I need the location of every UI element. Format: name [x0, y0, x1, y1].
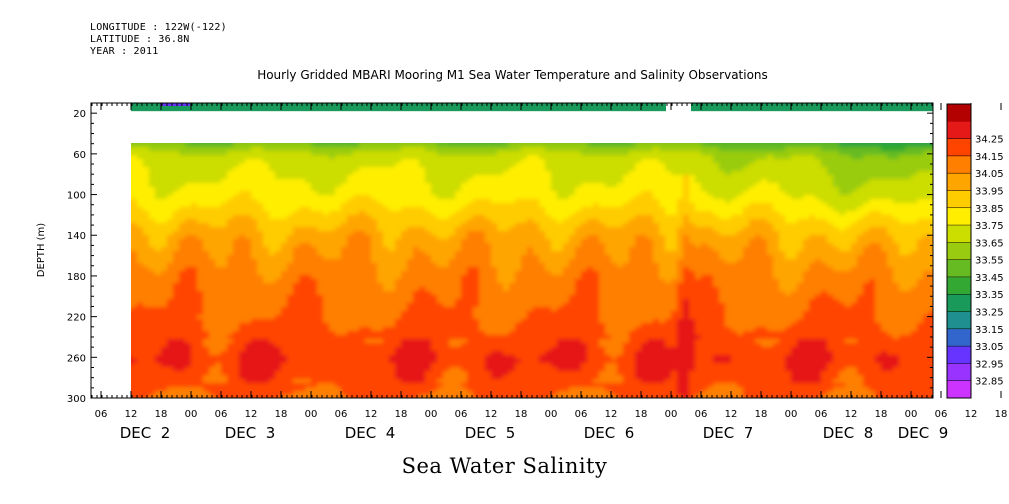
colorbar-swatch — [947, 328, 971, 347]
x-tick-label: 12 — [245, 409, 258, 420]
surface-band — [131, 103, 933, 112]
x-day-label: DEC 8 — [823, 424, 874, 442]
surface-band-segment — [131, 103, 666, 112]
colorbar-swatch — [947, 138, 971, 157]
colorbar-label: 33.05 — [975, 342, 1004, 353]
x-day-label: DEC 9 — [898, 424, 949, 442]
x-tick-label: 12 — [845, 409, 858, 420]
x-day-label: DEC 6 — [584, 424, 635, 442]
colorbar-label: 33.55 — [975, 256, 1004, 267]
x-tick-label: 06 — [95, 409, 108, 420]
y-tick-label: 100 — [67, 191, 86, 202]
x-tick-label: 18 — [635, 409, 648, 420]
colorbar-swatch — [947, 294, 971, 312]
x-tick-label: 18 — [875, 409, 888, 420]
salinity-field — [131, 143, 933, 398]
y-tick-label: 180 — [67, 272, 86, 283]
x-tick-label: 12 — [605, 409, 618, 420]
colorbar-swatch — [947, 346, 971, 364]
x-tick-label: 18 — [275, 409, 288, 420]
x-axis: 06 12 18 00 06 12 18 00 06 12 18 00 06 12 18 00 06 12 18 00… — [91, 103, 1008, 442]
colorbar-label: 34.25 — [975, 135, 1004, 146]
y-tick-label: 140 — [67, 231, 86, 242]
x-day-label: DEC 2 — [120, 424, 171, 442]
colorbar: 32.85 32.95 33.05 33.15 33.25 33.35 33.45 33.55… — [946, 103, 1004, 399]
colorbar-label: 33.35 — [975, 290, 1004, 301]
x-tick-label: 18 — [515, 409, 528, 420]
x-tick-label: 06 — [935, 409, 948, 420]
x-tick-label: 06 — [215, 409, 228, 420]
colorbar-label: 33.25 — [975, 308, 1004, 319]
y-axis: 20 60 100 140 180 220 260 300 — [67, 102, 933, 405]
colorbar-label: 33.75 — [975, 221, 1004, 232]
colorbar-swatch — [947, 190, 971, 209]
y-tick-label: 220 — [67, 313, 86, 324]
colorbar-swatch — [947, 242, 971, 261]
colorbar-swatch — [947, 155, 971, 174]
x-tick-label: 18 — [155, 409, 168, 420]
x-tick-label: 12 — [965, 409, 978, 420]
y-axis-label: DEPTH (m) — [36, 223, 47, 277]
x-tick-label: 00 — [545, 409, 558, 420]
x-tick-label: 00 — [905, 409, 918, 420]
x-tick-label: 06 — [695, 409, 708, 420]
colorbar-swatch — [947, 259, 971, 278]
x-tick-label: 12 — [125, 409, 138, 420]
x-tick-label: 06 — [455, 409, 468, 420]
x-tick-label: 06 — [575, 409, 588, 420]
colorbar-swatch — [947, 173, 971, 191]
colorbar-border — [946, 103, 972, 399]
colorbar-label: 32.95 — [975, 359, 1004, 370]
x-day-label: DEC 4 — [345, 424, 396, 442]
x-tick-label: 06 — [335, 409, 348, 420]
colorbar-swatch — [947, 380, 971, 399]
x-day-label: DEC 7 — [703, 424, 754, 442]
latitude-text: LATITUDE : 36.8N — [90, 34, 190, 45]
x-tick-label: 00 — [665, 409, 678, 420]
colorbar-label: 34.15 — [975, 152, 1004, 163]
colorbar-label: 34.05 — [975, 169, 1004, 180]
year-text: YEAR : 2011 — [90, 46, 159, 57]
x-tick-label: 00 — [785, 409, 798, 420]
x-tick-label: 12 — [725, 409, 738, 420]
colorbar-swatch — [947, 311, 971, 330]
x-tick-label: 18 — [995, 409, 1008, 420]
colorbar-label: 32.85 — [975, 377, 1004, 388]
y-tick-label: 300 — [67, 394, 86, 405]
colorbar-label: 33.15 — [975, 325, 1004, 336]
colorbar-swatch — [947, 363, 971, 382]
colorbar-swatch — [947, 276, 971, 295]
y-tick-label: 260 — [67, 353, 86, 364]
colorbar-label: 33.45 — [975, 273, 1004, 284]
x-tick-label: 12 — [485, 409, 498, 420]
variable-title: Sea Water Salinity — [401, 454, 608, 478]
x-tick-label: 18 — [755, 409, 768, 420]
plot-title: Hourly Gridded MBARI Mooring M1 Sea Wate… — [257, 68, 768, 82]
y-tick-label: 60 — [73, 150, 86, 161]
y-tick-label: 20 — [73, 109, 86, 120]
colorbar-label: 33.65 — [975, 238, 1004, 249]
x-day-label: DEC 5 — [465, 424, 516, 442]
field-cells — [131, 143, 933, 398]
location-metadata: LONGITUDE : 122W(-122) LATITUDE : 36.8N … — [90, 22, 227, 58]
colorbar-label: 33.95 — [975, 186, 1004, 197]
colorbar-swatch — [947, 104, 971, 122]
colorbar-label: 33.85 — [975, 204, 1004, 215]
x-tick-label: 00 — [185, 409, 198, 420]
x-tick-label: 06 — [815, 409, 828, 420]
surface-band-segment — [691, 103, 933, 112]
surface-band-fresh-patch — [160, 103, 190, 106]
x-tick-label: 00 — [305, 409, 318, 420]
x-tick-label: 00 — [425, 409, 438, 420]
longitude-text: LONGITUDE : 122W(-122) — [90, 22, 227, 33]
colorbar-swatch — [947, 207, 971, 226]
x-tick-label: 12 — [365, 409, 378, 420]
colorbar-swatch — [947, 225, 971, 243]
colorbar-swatch — [947, 121, 971, 139]
x-tick-label: 18 — [395, 409, 408, 420]
x-day-label: DEC 3 — [225, 424, 276, 442]
